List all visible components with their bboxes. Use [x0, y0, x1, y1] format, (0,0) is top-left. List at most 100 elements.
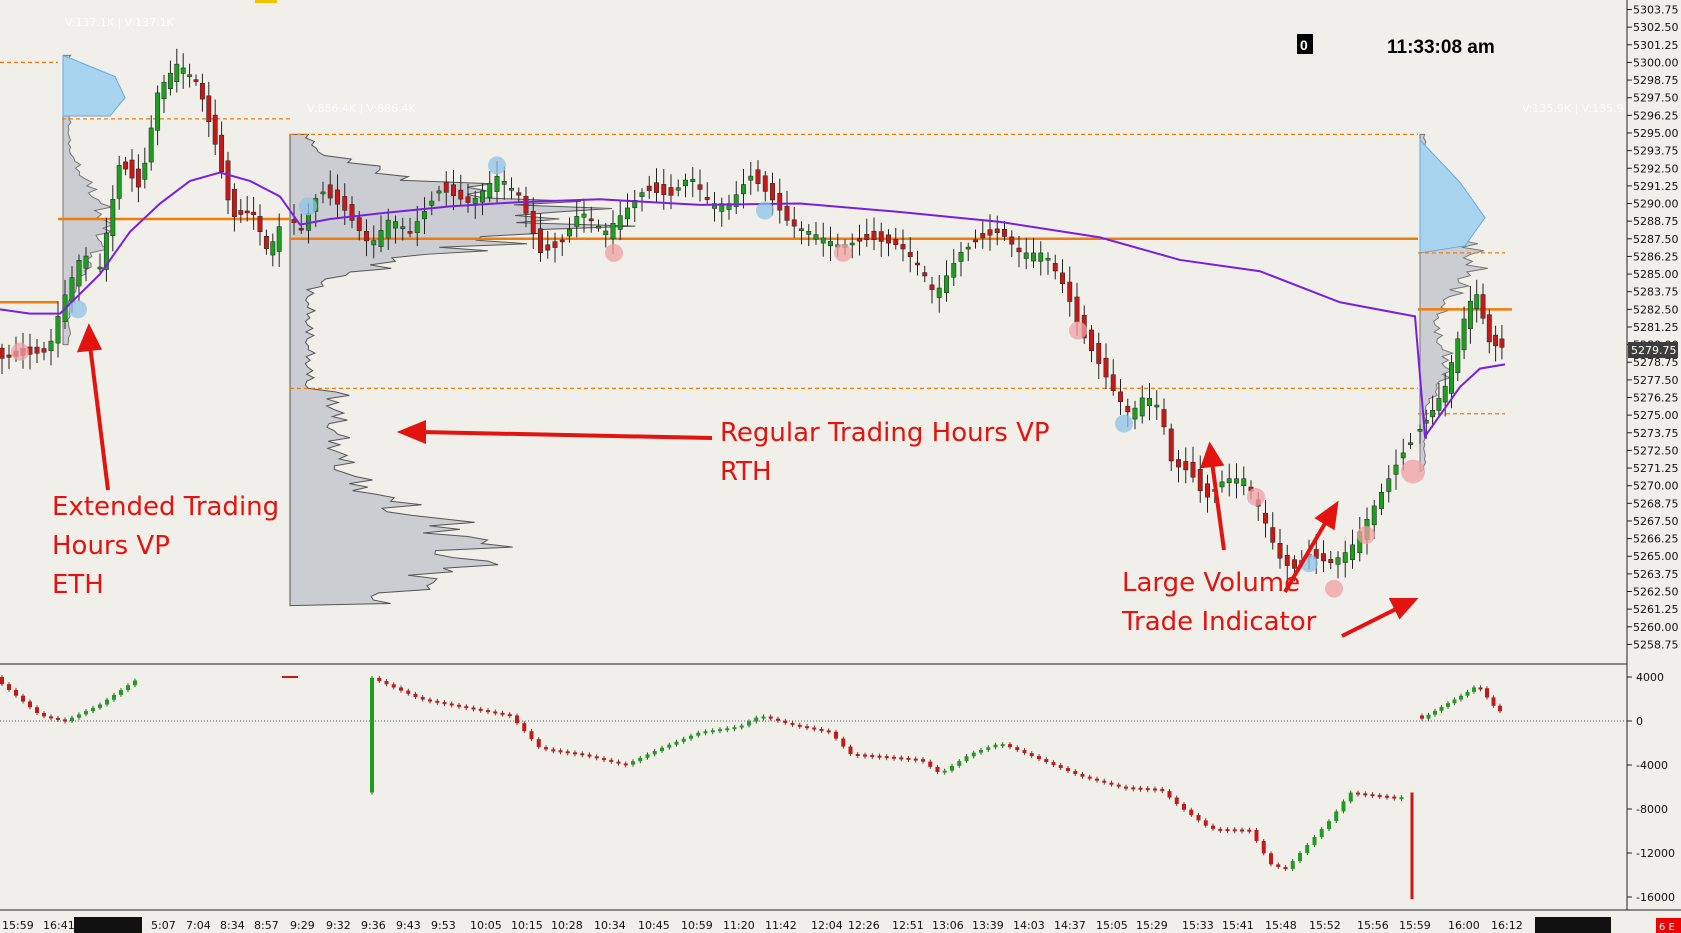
ind-b-bar-75 [913, 758, 918, 761]
candle-body-65 [458, 189, 464, 200]
ind-b-bar-69 [870, 755, 875, 758]
ind-b-bar-25 [551, 749, 556, 752]
ind-b-bar-87 [1000, 744, 1005, 747]
ind-b-bar-71 [884, 756, 889, 759]
candle-body-28 [193, 79, 199, 82]
time-tick-1: 16:41 [43, 919, 75, 932]
candle-body-56 [393, 221, 398, 229]
price-tick-22: 5276.25 [1633, 392, 1679, 405]
candle-body-176 [1263, 512, 1268, 524]
candle-body-5 [34, 346, 40, 354]
rth-volume-profile [289, 133, 636, 607]
price-tick-3: 5300.00 [1633, 56, 1679, 69]
ind-c-bar-4 [1446, 703, 1450, 707]
time-tick-0: 15:59 [2, 919, 34, 932]
candle-body-167 [1197, 468, 1203, 492]
vol-label-rth: V:886.4K | V:886.4K [307, 102, 417, 115]
ind-b-bar-39 [652, 750, 657, 755]
candle-body-86 [610, 223, 616, 240]
candle-body-173 [1241, 478, 1247, 486]
ind-b-bar-116 [1211, 825, 1215, 829]
candle-body-209 [1493, 334, 1499, 347]
candle-body-141 [1009, 236, 1015, 245]
price-tick-14: 5286.25 [1633, 250, 1679, 263]
ind-a-bar-2 [14, 689, 18, 696]
price-tick-31: 5265.00 [1633, 550, 1679, 563]
candle-body-159 [1139, 397, 1145, 417]
date-highlight-mar26 [74, 917, 142, 933]
candle-body-127 [907, 252, 913, 257]
ind-b-bar-110 [1167, 791, 1172, 798]
candle-body-30 [206, 95, 212, 122]
price-tick-5: 5297.50 [1633, 92, 1679, 105]
candle-body-105 [748, 175, 754, 181]
ind-b-bar-59 [797, 724, 802, 727]
last-price-label: 5279.75 [1631, 344, 1677, 357]
price-tick-35: 5260.00 [1633, 621, 1679, 634]
time-tick-6: 8:34 [220, 919, 245, 932]
candle-body-38 [257, 216, 263, 232]
large-trade-5 [756, 201, 774, 220]
ind-b-bar-121 [1247, 829, 1252, 832]
ind-b-bar-82 [964, 756, 969, 762]
ind-b-bar-84 [979, 749, 983, 753]
candle-body-150 [1074, 296, 1080, 323]
candle-body-116 [828, 241, 833, 247]
time-tick-21: 12:04 [811, 919, 843, 932]
candle-body-95 [675, 187, 681, 191]
arrow-eth [88, 344, 110, 491]
time-tick-12: 9:53 [431, 919, 456, 932]
price-tick-26: 5271.25 [1633, 462, 1679, 475]
candle-body-11 [76, 260, 82, 287]
candle-body-202 [1449, 362, 1454, 394]
time-tick-26: 14:03 [1013, 919, 1045, 932]
candle-body-98 [697, 184, 703, 190]
ind-b-bar-109 [1160, 788, 1165, 792]
time-tick-10: 9:36 [361, 919, 386, 932]
ind-b-bar-73 [899, 757, 904, 760]
ind-b-bar-2 [384, 681, 389, 685]
ind-a-bar-12 [84, 711, 88, 715]
candle-body-72 [509, 188, 514, 191]
candle-body-134 [958, 251, 964, 262]
candle-body-36 [244, 210, 250, 214]
candle-body-27 [187, 74, 193, 77]
ind-b-bar-62 [819, 728, 824, 731]
candle-body-145 [1038, 252, 1044, 262]
candle-body-68 [480, 190, 485, 203]
arrow-large-3 [1341, 606, 1399, 638]
candle-body-144 [1031, 252, 1036, 262]
price-tick-12: 5288.75 [1633, 215, 1679, 228]
arrow-rth-head [396, 420, 426, 444]
price-tick-2: 5301.25 [1633, 39, 1679, 52]
price-tick-6: 5296.25 [1633, 109, 1679, 122]
time-tick-15: 10:28 [551, 919, 583, 932]
ind-c-bar-1 [1426, 714, 1431, 719]
candle-body-61 [429, 200, 435, 206]
candle-body-14 [103, 232, 109, 270]
candle-body-6 [41, 348, 47, 353]
ind-b-bar-83 [971, 752, 976, 757]
candle-body-85 [603, 230, 609, 236]
candle-body-204 [1461, 318, 1467, 351]
ind-a-bar-8 [56, 717, 60, 720]
ind-b-bar-81 [957, 761, 962, 766]
time-tick-36: 16:00 [1448, 919, 1480, 932]
ind-b-bar-13 [464, 706, 469, 709]
ind-tick-5: -16000 [1636, 891, 1675, 904]
candle-body-146 [1045, 257, 1051, 261]
candle-body-168 [1205, 483, 1210, 498]
ind-b-bar-68 [863, 754, 867, 757]
price-tick-33: 5262.50 [1633, 586, 1679, 599]
ind-b-bar-104 [1124, 786, 1128, 789]
candle-body-102 [726, 203, 732, 210]
time-tick-17: 10:45 [638, 919, 670, 932]
ind-b-bar-43 [681, 738, 686, 742]
candle-body-32 [219, 134, 225, 173]
candle-body-137 [980, 233, 986, 239]
candle-body-193 [1386, 478, 1392, 492]
price-tick-17: 5282.50 [1633, 303, 1679, 316]
ind-b-bar-20 [515, 715, 519, 724]
candle-body-149 [1067, 281, 1073, 302]
